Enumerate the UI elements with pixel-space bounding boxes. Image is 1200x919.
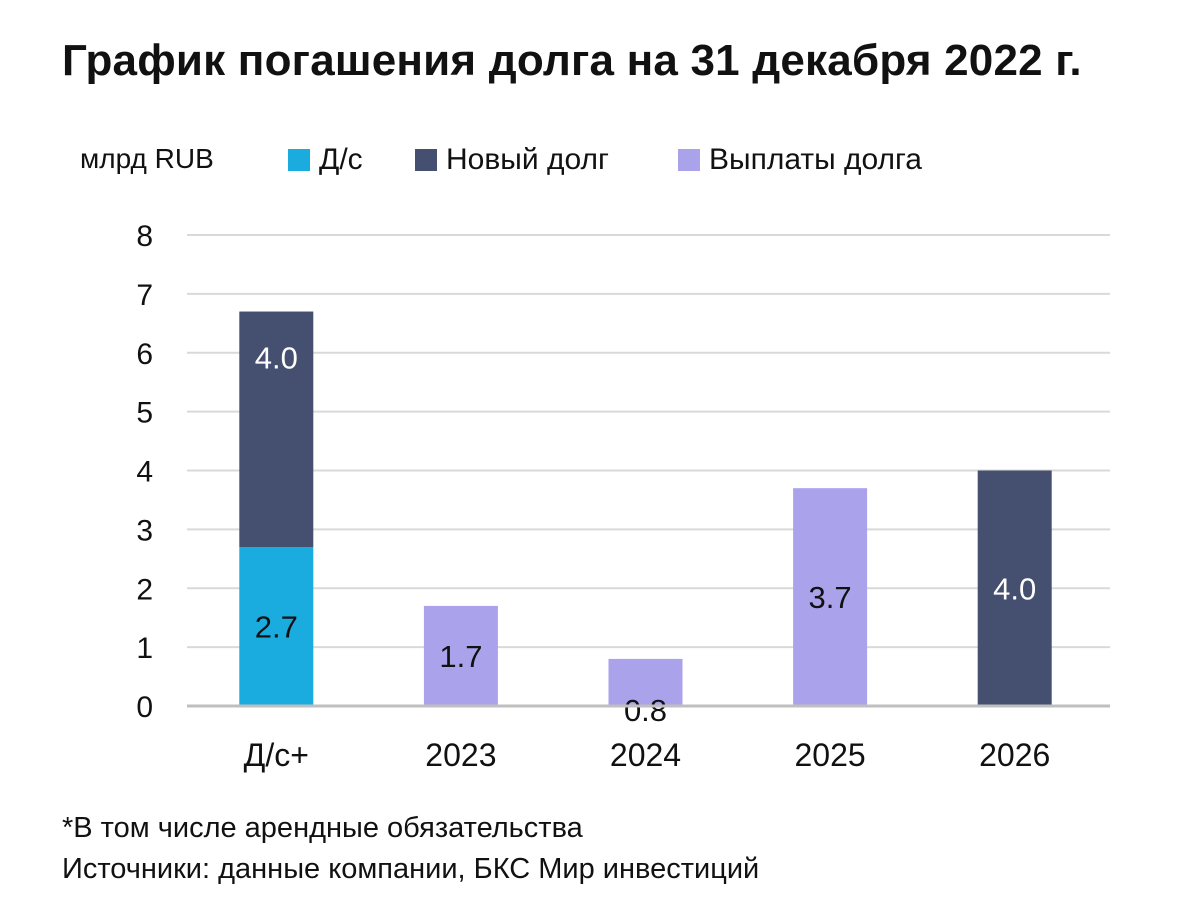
legend-label-new-debt: Новый долг (446, 143, 609, 176)
y-tick-label: 1 (136, 632, 153, 665)
legend-item-new-debt: Новый долг (415, 143, 609, 177)
y-tick-label: 3 (136, 514, 153, 547)
y-tick-label: 8 (136, 220, 153, 253)
y-tick-label: 4 (136, 456, 153, 489)
bar-cash (239, 547, 314, 706)
y-tick-label: 0 (136, 691, 153, 724)
y-tick-label: 7 (136, 279, 153, 312)
bar-new-debt (239, 311, 314, 548)
bar-new-debt (977, 470, 1052, 706)
x-tick-label: 2026 (979, 737, 1050, 773)
data-label: 0.8 (624, 693, 667, 728)
legend-item-payments: Выплаты долга (678, 143, 922, 177)
data-label: 4.0 (255, 341, 298, 376)
footnote: *В том числе арендные обязательства (62, 812, 583, 844)
data-label: 4.0 (993, 571, 1036, 606)
bar-payments (608, 658, 683, 706)
bar-payments (793, 488, 868, 706)
bar-payments (423, 605, 498, 706)
legend-item-cash: Д/с (288, 143, 363, 177)
x-tick-label: 2023 (425, 737, 496, 773)
data-label: 3.7 (809, 580, 852, 615)
x-tick-label: 2024 (610, 737, 681, 773)
y-axis-unit-label: млрд RUB (80, 143, 214, 174)
legend-label-payments: Выплаты долга (709, 143, 922, 176)
y-tick-label: 2 (136, 573, 153, 606)
source-note: Источники: данные компании, БКС Мир инве… (62, 853, 760, 885)
legend-swatch-payments (678, 149, 700, 171)
legend-label-cash: Д/с (319, 143, 363, 176)
data-label: 1.7 (439, 639, 482, 674)
data-label: 2.7 (255, 610, 298, 645)
legend-swatch-new-debt (415, 149, 437, 171)
x-tick-label: 2025 (795, 737, 866, 773)
y-tick-label: 5 (136, 397, 153, 430)
chart-title: График погашения долга на 31 декабря 202… (62, 36, 1082, 85)
x-tick-label: Д/с+ (244, 737, 309, 773)
y-tick-label: 6 (136, 338, 153, 371)
legend-swatch-cash (288, 149, 310, 171)
